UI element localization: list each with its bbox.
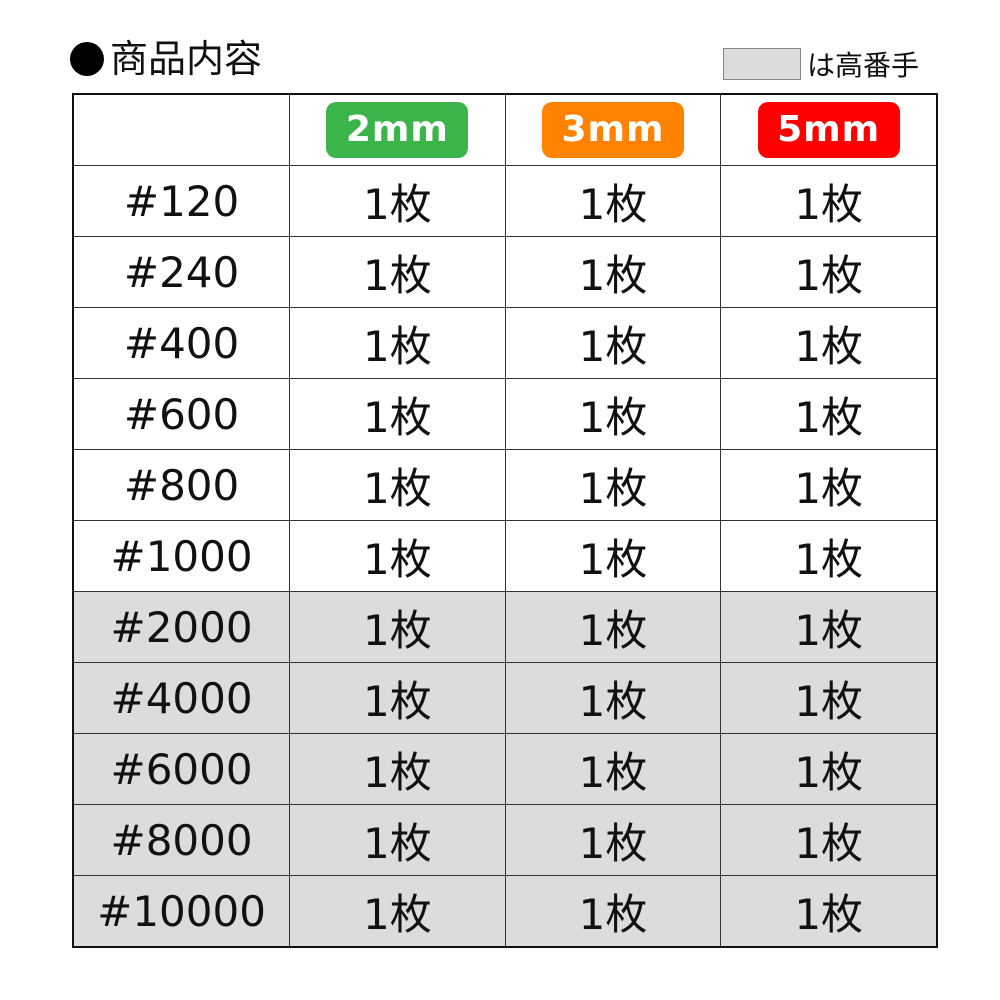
quantity-cell: 1枚 (289, 449, 506, 521)
grit-cell: #600 (72, 378, 291, 450)
quantity-cell: 1枚 (289, 165, 506, 237)
quantity-cell: 1枚 (720, 733, 939, 805)
quantity-cell: 1枚 (289, 520, 506, 592)
quantity-cell: 1枚 (720, 449, 939, 521)
badge-5mm: 5mm (757, 102, 900, 158)
page-title: 商品内容 (70, 36, 262, 82)
quantity-cell: 1枚 (720, 875, 939, 948)
badge-2mm: 2mm (326, 102, 469, 158)
grit-cell: #10000 (72, 875, 291, 948)
quantity-cell: 1枚 (504, 449, 722, 521)
table-row: #6000 1枚 1枚 1枚 (72, 733, 939, 805)
legend-label: は高番手 (807, 49, 920, 82)
quantity-cell: 1枚 (289, 236, 506, 308)
header-row: 2mm 3mm 5mm (72, 93, 939, 166)
quantity-cell: 1枚 (720, 662, 939, 734)
quantity-cell: 1枚 (720, 520, 939, 592)
table-row: #2000 1枚 1枚 1枚 (72, 591, 939, 663)
title-text: 商品内容 (110, 37, 263, 81)
quantity-cell: 1枚 (504, 236, 722, 308)
table-row: #8000 1枚 1枚 1枚 (72, 804, 939, 876)
quantity-cell: 1枚 (289, 804, 506, 876)
quantity-cell: 1枚 (720, 307, 939, 379)
table-row: #4000 1枚 1枚 1枚 (72, 662, 939, 734)
table-row: #1000 1枚 1枚 1枚 (72, 520, 939, 592)
table-row: #10000 1枚 1枚 1枚 (72, 875, 939, 948)
table-row: #400 1枚 1枚 1枚 (72, 307, 939, 379)
quantity-cell: 1枚 (720, 378, 939, 450)
table-row: #800 1枚 1枚 1枚 (72, 449, 939, 521)
badge-3mm: 3mm (542, 102, 685, 158)
quantity-cell: 1枚 (504, 378, 722, 450)
grit-cell: #400 (72, 307, 291, 379)
quantity-cell: 1枚 (720, 804, 939, 876)
header-empty-cell (72, 93, 291, 166)
legend-swatch (723, 48, 801, 80)
grit-cell: #2000 (72, 591, 291, 663)
grit-cell: #8000 (72, 804, 291, 876)
quantity-cell: 1枚 (720, 165, 939, 237)
quantity-cell: 1枚 (289, 875, 506, 948)
quantity-cell: 1枚 (504, 662, 722, 734)
grit-cell: #1000 (72, 520, 291, 592)
quantity-cell: 1枚 (720, 236, 939, 308)
legend: は高番手 (723, 44, 919, 84)
grit-cell: #800 (72, 449, 291, 521)
grit-cell: #6000 (72, 733, 291, 805)
table-row: #240 1枚 1枚 1枚 (72, 236, 939, 308)
quantity-cell: 1枚 (504, 520, 722, 592)
quantity-cell: 1枚 (504, 591, 722, 663)
table-row: #120 1枚 1枚 1枚 (72, 165, 939, 237)
quantity-cell: 1枚 (720, 591, 939, 663)
quantity-cell: 1枚 (504, 733, 722, 805)
bullet-icon (70, 42, 104, 76)
table-row: #600 1枚 1枚 1枚 (72, 378, 939, 450)
quantity-cell: 1枚 (289, 591, 506, 663)
quantity-cell: 1枚 (504, 307, 722, 379)
quantity-cell: 1枚 (289, 662, 506, 734)
grit-cell: #120 (72, 165, 291, 237)
quantity-cell: 1枚 (289, 733, 506, 805)
grit-cell: #240 (72, 236, 291, 308)
grit-cell: #4000 (72, 662, 291, 734)
product-table: 2mm 3mm 5mm #120 1枚 1枚 1枚 #240 1枚 1枚 1枚 #400 1枚 1枚… (72, 93, 939, 948)
quantity-cell: 1枚 (504, 875, 722, 948)
quantity-cell: 1枚 (504, 165, 722, 237)
quantity-cell: 1枚 (504, 804, 722, 876)
quantity-cell: 1枚 (289, 378, 506, 450)
quantity-cell: 1枚 (289, 307, 506, 379)
